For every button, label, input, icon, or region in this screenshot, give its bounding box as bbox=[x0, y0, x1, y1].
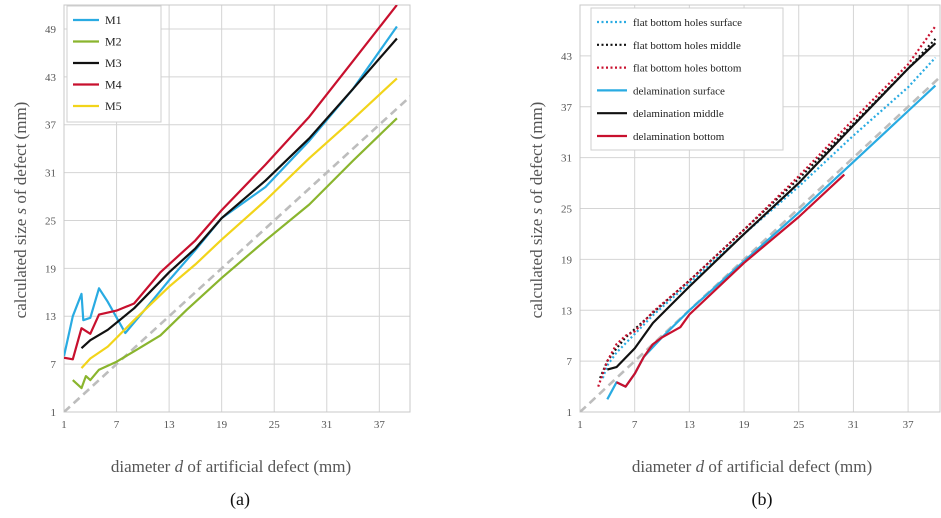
x-tick-label: 25 bbox=[269, 419, 281, 431]
y-tick-label: 13 bbox=[45, 311, 57, 323]
legend-label: flat bottom holes middle bbox=[633, 40, 741, 52]
x-tick-label: 7 bbox=[114, 419, 120, 431]
y-tick-label: 19 bbox=[45, 263, 57, 275]
y-tick-label: 1 bbox=[567, 407, 573, 419]
plot-frame bbox=[63, 4, 411, 413]
x-tick-label: 13 bbox=[164, 419, 176, 431]
y-tick-label: 7 bbox=[567, 356, 573, 368]
x-tick-label: 31 bbox=[321, 419, 332, 431]
x-tick-label: 7 bbox=[632, 419, 638, 431]
legend: flat bottom holes surface flat bottom hol… bbox=[590, 7, 784, 151]
y-tick-label: 37 bbox=[45, 120, 57, 132]
y-tick-label: 43 bbox=[561, 51, 573, 63]
series-line-flat-bottom-holes-middle bbox=[599, 38, 937, 379]
y-tick-label: 49 bbox=[45, 24, 57, 36]
series-line-m3 bbox=[80, 37, 398, 350]
legend-label: M4 bbox=[105, 78, 122, 92]
series-line-flat-bottom-holes-surface bbox=[601, 56, 937, 379]
y-tick-label: 13 bbox=[561, 305, 573, 317]
reference-line bbox=[580, 75, 940, 412]
gridlines bbox=[63, 4, 411, 413]
legend-label: delamination middle bbox=[633, 108, 724, 120]
y-tick-label: 19 bbox=[561, 254, 573, 266]
panel-label: (a) bbox=[230, 489, 250, 510]
series-line-m5 bbox=[80, 77, 398, 369]
legend-label: M5 bbox=[105, 99, 122, 113]
legend-label: flat bottom holes bottom bbox=[633, 63, 742, 75]
legend-box bbox=[590, 7, 784, 151]
legend-label: delamination bottom bbox=[633, 131, 725, 143]
legend-label: flat bottom holes surface bbox=[633, 17, 742, 29]
chart-panel-b: 1 7 13 19 25 31 37 1 7 13 19 25 31 37 43 flat bottom ho… bbox=[527, 4, 941, 510]
x-axis-label: diameter d of artificial defect (mm) bbox=[632, 457, 872, 476]
x-tick-label: 1 bbox=[577, 419, 583, 431]
x-tick-label: 1 bbox=[61, 419, 67, 431]
x-tick-label: 25 bbox=[793, 419, 805, 431]
series-line-m1 bbox=[64, 25, 398, 357]
y-tick-label: 25 bbox=[45, 215, 57, 227]
y-tick-label: 7 bbox=[51, 359, 57, 371]
plot-frame bbox=[579, 4, 941, 413]
y-axis-label: calculated size s of defect (mm) bbox=[527, 102, 546, 319]
legend-label: delamination surface bbox=[633, 85, 725, 97]
y-tick-label: 43 bbox=[45, 72, 57, 84]
x-tick-label: 37 bbox=[903, 419, 915, 431]
legend-label: M2 bbox=[105, 35, 122, 49]
y-tick-label: 31 bbox=[45, 168, 56, 180]
legend-label: M1 bbox=[105, 13, 122, 27]
legend: M1 M2 M3 M4 M5 bbox=[66, 5, 162, 123]
y-tick-label: 25 bbox=[561, 204, 573, 216]
x-tick-label: 37 bbox=[374, 419, 386, 431]
x-axis-label: diameter d of artificial defect (mm) bbox=[111, 457, 351, 476]
x-tick-label: 19 bbox=[739, 419, 751, 431]
y-axis-label: calculated size s of defect (mm) bbox=[11, 102, 30, 319]
series-line-delamination-bottom bbox=[616, 173, 846, 388]
y-tick-label: 37 bbox=[561, 102, 573, 114]
legend-label: M3 bbox=[105, 56, 122, 70]
panel-label: (b) bbox=[752, 489, 773, 510]
y-tick-label: 1 bbox=[51, 407, 57, 419]
y-tick-label: 31 bbox=[561, 153, 572, 165]
series-line-delamination-middle bbox=[607, 42, 937, 371]
x-tick-label: 19 bbox=[216, 419, 228, 431]
chart-panel-a: 1 7 13 19 25 31 37 1 7 13 19 25 31 37 43 49 M1 M2 M3 M4 M5 di… bbox=[11, 4, 411, 510]
series-line-m2 bbox=[72, 117, 398, 390]
x-tick-label: 31 bbox=[848, 419, 859, 431]
series-line-m4 bbox=[64, 5, 398, 361]
x-tick-label: 13 bbox=[684, 419, 696, 431]
